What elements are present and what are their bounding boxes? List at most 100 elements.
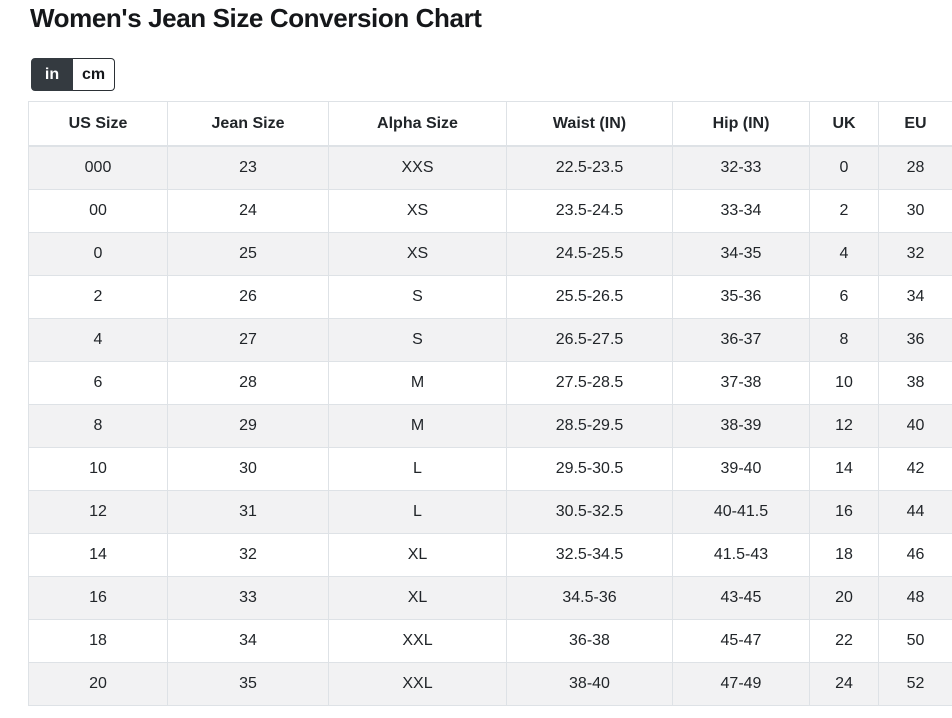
- table-cell: 30: [878, 189, 952, 233]
- table-row: 8 29 M 28.5-29.5 38-39 12 40: [28, 404, 952, 448]
- column-header-hip-in: Hip (IN): [672, 101, 810, 147]
- table-cell: 29.5-30.5: [506, 447, 673, 491]
- table-cell: XS: [328, 189, 507, 233]
- unit-toggle-in-button[interactable]: in: [31, 58, 73, 91]
- table-cell: 50: [878, 619, 952, 663]
- column-header-uk: UK: [809, 101, 879, 147]
- unit-toggle-cm-button[interactable]: cm: [73, 58, 115, 91]
- table-cell: 34: [878, 275, 952, 319]
- table-cell: 14: [809, 447, 879, 491]
- table-row: 6 28 M 27.5-28.5 37-38 10 38: [28, 361, 952, 405]
- table-cell: 44: [878, 490, 952, 534]
- table-cell: M: [328, 404, 507, 448]
- table-cell: 16: [809, 490, 879, 534]
- table-row: 18 34 XXL 36-38 45-47 22 50: [28, 619, 952, 663]
- table-cell: 23.5-24.5: [506, 189, 673, 233]
- table-cell: 36-38: [506, 619, 673, 663]
- table-cell: 38: [878, 361, 952, 405]
- table-cell: 30: [167, 447, 329, 491]
- table-cell: 2: [28, 275, 168, 319]
- table-cell: 40: [878, 404, 952, 448]
- table-row: 16 33 XL 34.5-36 43-45 20 48: [28, 576, 952, 620]
- table-cell: 29: [167, 404, 329, 448]
- table-cell: 25: [167, 232, 329, 276]
- column-header-eu: EU: [878, 101, 952, 147]
- table-cell: 18: [809, 533, 879, 577]
- table-cell: 24: [167, 189, 329, 233]
- table-cell: XL: [328, 533, 507, 577]
- table-cell: XS: [328, 232, 507, 276]
- table-cell: 32: [878, 232, 952, 276]
- table-cell: 46: [878, 533, 952, 577]
- table-cell: 33-34: [672, 189, 810, 233]
- table-cell: 22.5-23.5: [506, 145, 673, 190]
- table-row: 4 27 S 26.5-27.5 36-37 8 36: [28, 318, 952, 362]
- table-cell: L: [328, 490, 507, 534]
- table-cell: 31: [167, 490, 329, 534]
- table-cell: 18: [28, 619, 168, 663]
- table-cell: 38-39: [672, 404, 810, 448]
- table-cell: 4: [28, 318, 168, 362]
- table-cell: 2: [809, 189, 879, 233]
- table-cell: 6: [28, 361, 168, 405]
- table-cell: 37-38: [672, 361, 810, 405]
- table-cell: 26.5-27.5: [506, 318, 673, 362]
- table-cell: 39-40: [672, 447, 810, 491]
- table-row: 12 31 L 30.5-32.5 40-41.5 16 44: [28, 490, 952, 534]
- table-cell: M: [328, 361, 507, 405]
- table-cell: 0: [28, 232, 168, 276]
- table-cell: 48: [878, 576, 952, 620]
- table-cell: 36: [878, 318, 952, 362]
- table-cell: 35-36: [672, 275, 810, 319]
- table-cell: 16: [28, 576, 168, 620]
- table-cell: 23: [167, 145, 329, 190]
- table-cell: 34.5-36: [506, 576, 673, 620]
- column-header-jean-size: Jean Size: [167, 101, 329, 147]
- page-title: Women's Jean Size Conversion Chart: [30, 3, 482, 33]
- column-header-waist-in: Waist (IN): [506, 101, 673, 147]
- table-cell: 40-41.5: [672, 490, 810, 534]
- table-cell: 25.5-26.5: [506, 275, 673, 319]
- table-cell: 12: [28, 490, 168, 534]
- table-cell: 43-45: [672, 576, 810, 620]
- table-cell: 24.5-25.5: [506, 232, 673, 276]
- unit-toggle: in cm: [31, 58, 115, 91]
- table-cell: 27: [167, 318, 329, 362]
- table-cell: XXL: [328, 619, 507, 663]
- table-cell: 8: [809, 318, 879, 362]
- table-cell: XL: [328, 576, 507, 620]
- table-cell: 47-49: [672, 662, 810, 706]
- table-cell: 10: [809, 361, 879, 405]
- table-row: 2 26 S 25.5-26.5 35-36 6 34: [28, 275, 952, 319]
- table-cell: 41.5-43: [672, 533, 810, 577]
- table-cell: 22: [809, 619, 879, 663]
- table-row: 14 32 XL 32.5-34.5 41.5-43 18 46: [28, 533, 952, 577]
- table-cell: 8: [28, 404, 168, 448]
- table-cell: 28.5-29.5: [506, 404, 673, 448]
- table-cell: 20: [28, 662, 168, 706]
- table-cell: 000: [28, 145, 168, 190]
- table-cell: 28: [167, 361, 329, 405]
- table-row: 20 35 XXL 38-40 47-49 24 52: [28, 662, 952, 706]
- table-cell: S: [328, 318, 507, 362]
- table-cell: 38-40: [506, 662, 673, 706]
- table-body: 000 23 XXS 22.5-23.5 32-33 0 28 00 24 XS 23.5-24.5…: [28, 145, 952, 706]
- table-cell: 27.5-28.5: [506, 361, 673, 405]
- table-cell: 30.5-32.5: [506, 490, 673, 534]
- size-conversion-table: US Size Jean Size Alpha Size Waist (IN) Hip …: [28, 101, 952, 706]
- table-cell: 00: [28, 189, 168, 233]
- table-cell: 20: [809, 576, 879, 620]
- table-cell: 10: [28, 447, 168, 491]
- table-header-row: US Size Jean Size Alpha Size Waist (IN) Hip …: [28, 101, 952, 147]
- table-cell: 42: [878, 447, 952, 491]
- table-cell: XXL: [328, 662, 507, 706]
- table-cell: S: [328, 275, 507, 319]
- table-cell: 33: [167, 576, 329, 620]
- table-cell: 14: [28, 533, 168, 577]
- table-row: 10 30 L 29.5-30.5 39-40 14 42: [28, 447, 952, 491]
- column-header-us-size: US Size: [28, 101, 168, 147]
- table-cell: 52: [878, 662, 952, 706]
- table-cell: 36-37: [672, 318, 810, 362]
- table-cell: 34: [167, 619, 329, 663]
- table-cell: 24: [809, 662, 879, 706]
